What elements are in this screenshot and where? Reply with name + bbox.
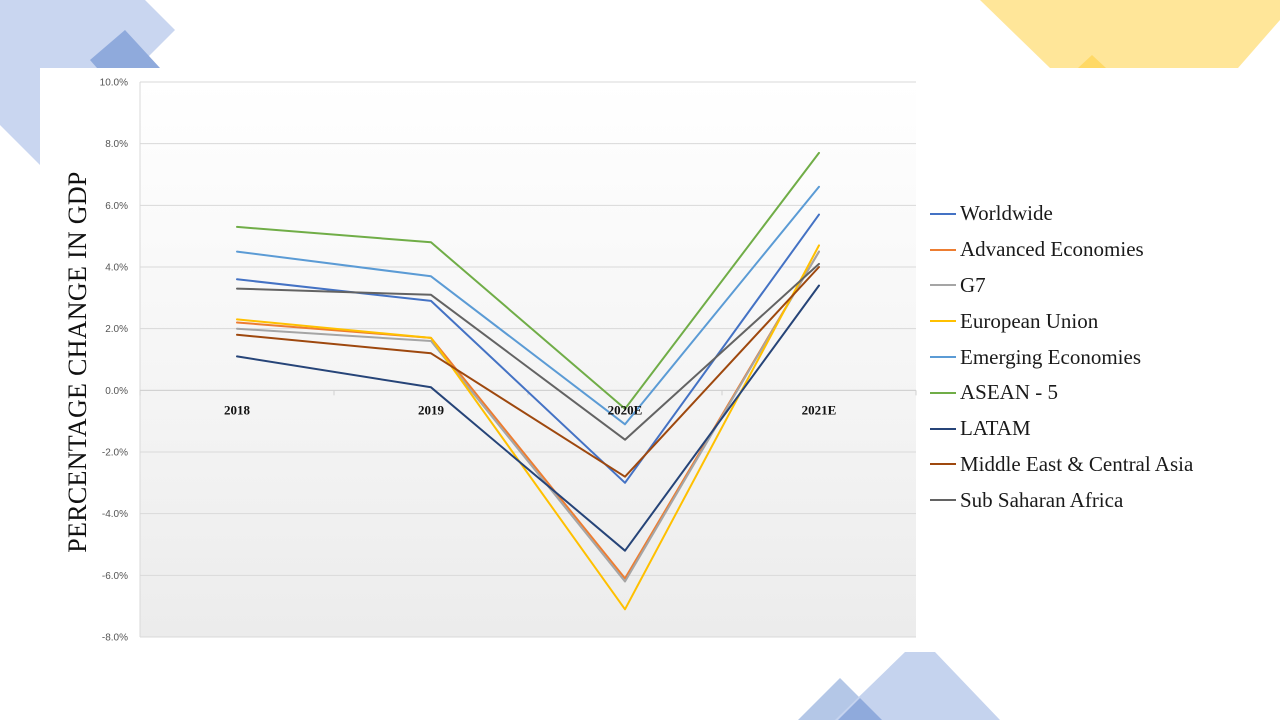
legend-item: LATAM — [930, 411, 1270, 447]
y-tick-label: -2.0% — [102, 448, 128, 459]
legend-swatch — [930, 248, 956, 251]
y-tick-label: 2.0% — [105, 324, 128, 335]
legend-item: Worldwide — [930, 196, 1270, 232]
deco-shape-bottom-overlap — [838, 698, 882, 720]
plot-background — [140, 82, 916, 637]
y-tick-label: -4.0% — [102, 509, 128, 520]
legend-item: European Union — [930, 303, 1270, 339]
deco-shape-top-right — [980, 0, 1280, 68]
chart-legend: Worldwide Advanced Economies G7 European Un… — [930, 196, 1270, 518]
legend-label: Worldwide — [960, 201, 1053, 226]
legend-label: Emerging Economies — [960, 344, 1141, 369]
x-tick-label: 2020E — [608, 402, 643, 417]
legend-item: Emerging Economies — [930, 339, 1270, 375]
series-line-emerging-economies — [236, 185, 820, 426]
legend-item: Middle East & Central Asia — [930, 447, 1270, 483]
legend-swatch — [930, 212, 956, 215]
y-tick-label: 6.0% — [105, 201, 128, 212]
series-line-latam — [236, 284, 820, 552]
legend-item: G7 — [930, 268, 1270, 304]
legend-swatch — [930, 320, 956, 323]
legend-label: LATAM — [960, 416, 1031, 441]
y-tick-label: 8.0% — [105, 139, 128, 150]
y-tick-label: -6.0% — [102, 571, 128, 582]
legend-label: ASEAN - 5 — [960, 380, 1058, 405]
legend-item: ASEAN - 5 — [930, 375, 1270, 411]
deco-shape-top-right-inner — [1078, 55, 1106, 68]
legend-label: Sub Saharan Africa — [960, 487, 1124, 512]
legend-swatch — [930, 356, 956, 359]
series-line-asean-5 — [236, 151, 820, 410]
x-tick-label: 2019 — [418, 402, 445, 417]
legend-label: Middle East & Central Asia — [960, 451, 1194, 476]
y-tick-label: 0.0% — [105, 386, 128, 397]
series-line-sub-saharan-africa — [236, 262, 820, 441]
x-tick-label: 2021E — [802, 402, 837, 417]
series-line-middle-east-central-asia — [236, 266, 820, 478]
legend-label: G7 — [960, 272, 986, 297]
y-tick-label: 4.0% — [105, 263, 128, 274]
y-tick-label: 10.0% — [100, 78, 128, 89]
legend-swatch — [930, 391, 956, 394]
legend-item: Advanced Economies — [930, 232, 1270, 268]
series-line-european-union — [236, 244, 820, 611]
legend-swatch — [930, 284, 956, 287]
y-axis-title: PERCENTAGE CHANGE IN GDP — [63, 171, 92, 553]
legend-swatch — [930, 499, 956, 502]
legend-item: Sub Saharan Africa — [930, 482, 1270, 518]
x-tick-label: 2018 — [224, 402, 251, 417]
series-line-worldwide — [236, 213, 820, 484]
y-tick-label: -8.0% — [102, 633, 128, 644]
legend-swatch — [930, 463, 956, 466]
legend-label: Advanced Economies — [960, 237, 1144, 262]
legend-label: European Union — [960, 308, 1099, 333]
deco-shape-bottom-right — [835, 652, 1000, 720]
legend-swatch — [930, 427, 956, 430]
